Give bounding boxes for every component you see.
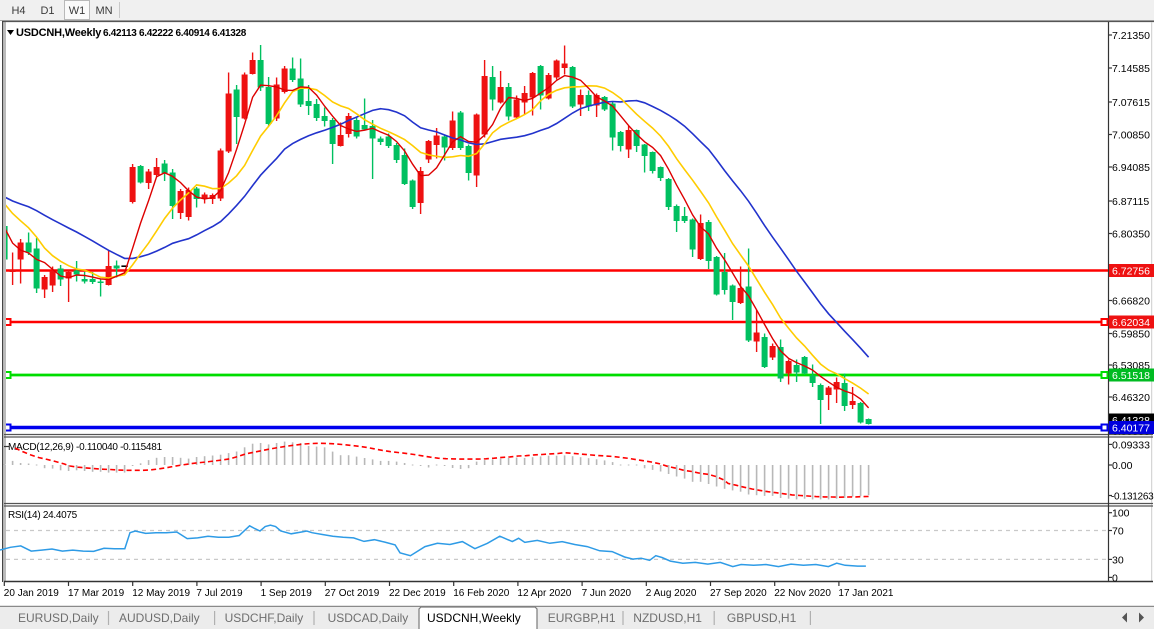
svg-text:USDCAD,Daily: USDCAD,Daily xyxy=(328,611,409,625)
svg-text:6.80350: 6.80350 xyxy=(1112,229,1150,241)
svg-text:16 Feb 2020: 16 Feb 2020 xyxy=(453,588,510,599)
svg-text:AUDUSD,Daily: AUDUSD,Daily xyxy=(119,611,200,625)
svg-text:17 Mar 2019: 17 Mar 2019 xyxy=(68,588,125,599)
svg-text:27 Oct 2019: 27 Oct 2019 xyxy=(325,588,380,599)
svg-text:70: 70 xyxy=(1112,526,1124,538)
svg-text:NZDUSD,H1: NZDUSD,H1 xyxy=(633,611,702,625)
svg-text:7.07615: 7.07615 xyxy=(1112,97,1150,109)
svg-text:W1: W1 xyxy=(69,5,86,17)
svg-text:7 Jul 2019: 7 Jul 2019 xyxy=(196,588,243,599)
svg-text:20 Jan 2019: 20 Jan 2019 xyxy=(4,588,59,599)
svg-text:MN: MN xyxy=(95,5,112,17)
svg-text:6.62034: 6.62034 xyxy=(1112,317,1150,329)
svg-text:RSI(14) 24.4075: RSI(14) 24.4075 xyxy=(8,510,78,521)
svg-text:0.00: 0.00 xyxy=(1112,460,1133,472)
svg-text:17 Jan 2021: 17 Jan 2021 xyxy=(838,588,893,599)
svg-text:6.94085: 6.94085 xyxy=(1112,162,1150,174)
svg-text:100: 100 xyxy=(1112,508,1130,520)
svg-text:-0.131263: -0.131263 xyxy=(1111,492,1154,503)
svg-text:12 May 2019: 12 May 2019 xyxy=(132,588,190,599)
svg-text:GBPUSD,H1: GBPUSD,H1 xyxy=(727,611,797,625)
svg-text:6.40177: 6.40177 xyxy=(1112,423,1150,435)
svg-text:6.72756: 6.72756 xyxy=(1112,266,1150,278)
svg-text:30: 30 xyxy=(1112,554,1124,566)
svg-text:27 Sep 2020: 27 Sep 2020 xyxy=(710,588,767,599)
svg-text:EURUSD,Daily: EURUSD,Daily xyxy=(18,611,99,625)
svg-text:6.66820: 6.66820 xyxy=(1112,296,1150,308)
svg-text:0: 0 xyxy=(1112,572,1118,584)
svg-text:7.14585: 7.14585 xyxy=(1112,63,1150,75)
svg-text:D1: D1 xyxy=(40,5,54,17)
svg-text:22 Nov 2020: 22 Nov 2020 xyxy=(774,588,831,599)
svg-text:EURGBP,H1: EURGBP,H1 xyxy=(548,611,616,625)
svg-text:MACD(12,26,9) -0.110040 -0.115: MACD(12,26,9) -0.110040 -0.115481 xyxy=(8,442,162,453)
svg-text:USDCHF,Daily: USDCHF,Daily xyxy=(225,611,304,625)
svg-text:12 Apr 2020: 12 Apr 2020 xyxy=(517,588,571,599)
svg-text:1 Sep 2019: 1 Sep 2019 xyxy=(261,588,313,599)
svg-text:0.09333: 0.09333 xyxy=(1112,439,1150,451)
svg-text:7.00850: 7.00850 xyxy=(1112,130,1150,142)
svg-text:22 Dec 2019: 22 Dec 2019 xyxy=(389,588,446,599)
svg-text:6.42113 6.42222 6.40914 6.4132: 6.42113 6.42222 6.40914 6.41328 xyxy=(103,28,247,39)
svg-text:6.87115: 6.87115 xyxy=(1112,196,1149,208)
svg-text:2 Aug 2020: 2 Aug 2020 xyxy=(646,588,697,599)
svg-text:USDCNH,Weekly: USDCNH,Weekly xyxy=(16,27,102,39)
svg-text:USDCNH,Weekly: USDCNH,Weekly xyxy=(427,611,521,625)
svg-text:H4: H4 xyxy=(11,5,25,17)
svg-text:6.51518: 6.51518 xyxy=(1112,370,1150,382)
svg-text:7 Jun 2020: 7 Jun 2020 xyxy=(582,588,632,599)
svg-text:7.21350: 7.21350 xyxy=(1112,30,1150,42)
svg-text:6.46320: 6.46320 xyxy=(1112,392,1150,404)
svg-text:6.59850: 6.59850 xyxy=(1112,329,1150,341)
